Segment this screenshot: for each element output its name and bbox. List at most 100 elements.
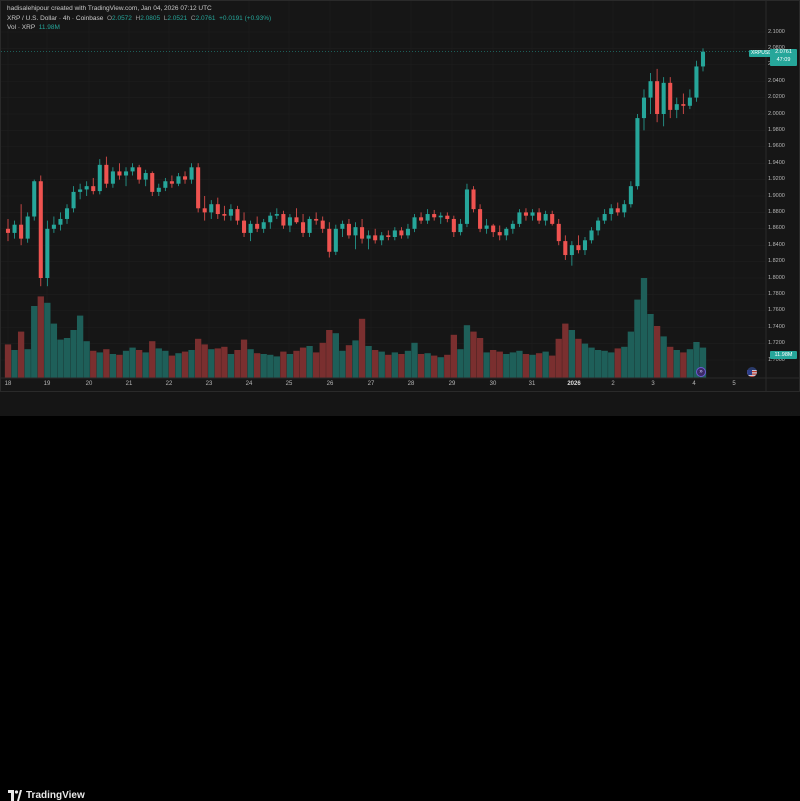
candle-body[interactable]: [294, 217, 299, 223]
candle-body[interactable]: [609, 208, 614, 215]
candle-body[interactable]: [445, 215, 450, 219]
candle-body[interactable]: [242, 220, 247, 233]
candle-body[interactable]: [464, 189, 469, 224]
candle-body[interactable]: [156, 187, 161, 192]
candle-body[interactable]: [169, 181, 174, 184]
candle-body[interactable]: [176, 176, 181, 184]
candle-body[interactable]: [281, 214, 286, 226]
candle-body[interactable]: [379, 235, 384, 241]
candle-body[interactable]: [110, 171, 115, 184]
candle-body[interactable]: [687, 97, 692, 106]
candle-body[interactable]: [64, 208, 70, 219]
candle-body[interactable]: [543, 214, 548, 221]
volume-label[interactable]: Vol · XRP: [7, 24, 36, 31]
candle-body[interactable]: [104, 164, 109, 184]
candle-body[interactable]: [209, 204, 214, 213]
candle-body[interactable]: [674, 104, 679, 110]
candle-body[interactable]: [202, 208, 207, 213]
candle-body[interactable]: [97, 164, 102, 192]
candle-body[interactable]: [255, 223, 260, 229]
candle-body[interactable]: [91, 186, 96, 192]
chart-pane[interactable]: hadisalehipour created with TradingView.…: [0, 0, 800, 393]
candle-body[interactable]: [45, 228, 50, 278]
candle-body[interactable]: [150, 173, 155, 192]
candle-body[interactable]: [537, 212, 542, 221]
candle-body[interactable]: [327, 228, 332, 252]
candle-body[interactable]: [25, 216, 30, 239]
candle-body[interactable]: [261, 222, 266, 229]
candle-body[interactable]: [84, 186, 89, 190]
candle-body[interactable]: [19, 224, 24, 239]
candle-body[interactable]: [491, 225, 496, 233]
candle-body[interactable]: [419, 217, 424, 221]
candle-body[interactable]: [425, 214, 430, 221]
candle-body[interactable]: [589, 230, 594, 241]
candle-body[interactable]: [386, 235, 391, 237]
candle-body[interactable]: [314, 218, 319, 221]
candle-body[interactable]: [661, 82, 666, 114]
candle-body[interactable]: [569, 245, 574, 256]
candle-body[interactable]: [700, 51, 706, 67]
candle-body[interactable]: [189, 167, 194, 180]
candle-body[interactable]: [78, 189, 83, 192]
candle-body[interactable]: [655, 81, 660, 114]
candle-body[interactable]: [523, 212, 529, 216]
candle-body[interactable]: [399, 230, 404, 236]
candle-body[interactable]: [360, 227, 365, 239]
candle-body[interactable]: [301, 222, 306, 233]
candle-body[interactable]: [582, 240, 588, 251]
candle-body[interactable]: [215, 204, 220, 215]
candle-body[interactable]: [340, 223, 345, 229]
candle-body[interactable]: [143, 173, 148, 180]
candle-body[interactable]: [484, 225, 489, 229]
candle-body[interactable]: [222, 214, 227, 216]
candle-body[interactable]: [504, 228, 509, 236]
candle-body[interactable]: [602, 214, 607, 221]
candle-body[interactable]: [12, 224, 17, 233]
candle-body[interactable]: [58, 218, 63, 225]
candle-body[interactable]: [235, 209, 240, 221]
symbol-description[interactable]: XRP / U.S. Dollar · 4h · Coinbase: [7, 15, 104, 22]
candle-body[interactable]: [648, 81, 653, 98]
candle-body[interactable]: [615, 208, 620, 213]
candle-body[interactable]: [668, 82, 673, 110]
candle-body[interactable]: [478, 209, 483, 229]
candle-body[interactable]: [681, 104, 686, 106]
candle-body[interactable]: [510, 223, 515, 229]
candle-body[interactable]: [333, 228, 338, 252]
candle-body[interactable]: [307, 218, 312, 233]
candle-body[interactable]: [451, 218, 456, 233]
candle-body[interactable]: [497, 232, 502, 236]
candle-body[interactable]: [458, 223, 463, 233]
candle-body[interactable]: [71, 191, 76, 209]
candle-body[interactable]: [563, 241, 568, 256]
candle-body[interactable]: [248, 223, 253, 233]
candle-body[interactable]: [274, 214, 279, 216]
candle-body[interactable]: [576, 245, 581, 251]
candle-body[interactable]: [392, 230, 397, 237]
tradingview-logo[interactable]: TradingView: [8, 790, 85, 801]
candle-body[interactable]: [405, 228, 410, 236]
candle-body[interactable]: [517, 212, 522, 224]
scroll-to-realtime-icon[interactable]: »: [696, 367, 706, 377]
candle-body[interactable]: [596, 220, 601, 231]
candle-body[interactable]: [268, 215, 273, 223]
candle-body[interactable]: [432, 214, 437, 218]
candle-body[interactable]: [320, 220, 325, 229]
candle-body[interactable]: [353, 227, 358, 236]
candle-body[interactable]: [556, 223, 561, 242]
candle-body[interactable]: [38, 181, 43, 278]
candle-body[interactable]: [123, 171, 129, 176]
candle-body[interactable]: [373, 235, 378, 241]
candle-body[interactable]: [346, 223, 351, 236]
candle-body[interactable]: [438, 215, 443, 218]
candle-body[interactable]: [694, 66, 699, 98]
candle-body[interactable]: [228, 209, 233, 216]
candle-body[interactable]: [530, 212, 535, 216]
candle-body[interactable]: [130, 167, 135, 172]
candle-body[interactable]: [5, 228, 11, 233]
candle-body[interactable]: [32, 181, 37, 217]
candle-body[interactable]: [51, 224, 56, 229]
candle-body[interactable]: [287, 217, 292, 226]
candle-body[interactable]: [366, 235, 371, 239]
